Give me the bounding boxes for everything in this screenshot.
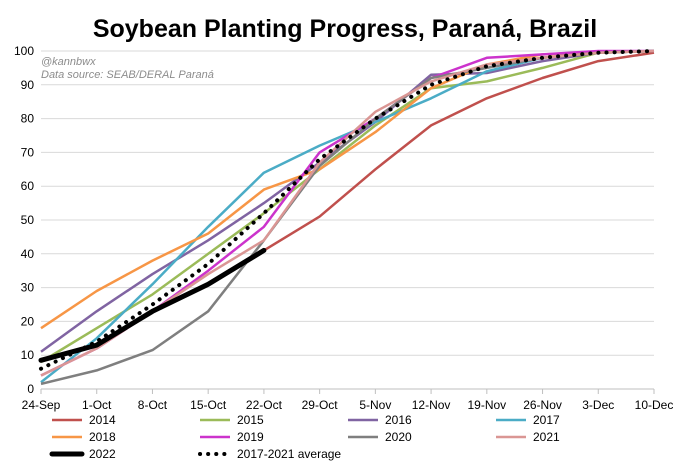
legend: 2014 2015 2016 2017 2018 2019 2020 2021 2022 2017…: [49, 413, 560, 461]
series-line-2017-2021-average: [39, 49, 656, 371]
x-tick-label: 29-Oct: [302, 398, 339, 412]
x-tick-label: 24-Sep: [22, 398, 61, 412]
y-tick-label: 30: [21, 281, 35, 295]
y-tick-label: 90: [21, 78, 35, 92]
y-tick-label: 50: [21, 213, 35, 227]
legend-label: 2019: [237, 430, 264, 444]
x-axis: 24-Sep 1-Oct 8-Oct 15-Oct 22-Oct 29-Oct 5-Nov 1…: [22, 388, 674, 412]
series-line-2017: [40, 49, 655, 384]
author-handle: @kannbwx: [41, 56, 96, 68]
x-tick-label: 19-Nov: [467, 398, 506, 412]
x-tick-label: 8-Oct: [138, 398, 168, 412]
y-tick-label: 10: [21, 348, 35, 362]
legend-label: 2022: [89, 447, 116, 461]
x-tick-label: 26-Nov: [523, 398, 562, 412]
legend-label: 2014: [89, 413, 116, 427]
legend-label: 2016: [385, 413, 412, 427]
y-tick-label: 20: [21, 314, 35, 328]
legend-label: 2021: [533, 430, 560, 444]
x-tick-label: 3-Dec: [582, 398, 614, 412]
legend-label: 2017: [533, 413, 560, 427]
y-tick-label: 40: [21, 247, 35, 261]
legend-label: 2018: [89, 430, 116, 444]
series-lines: [38, 49, 656, 386]
y-tick-label: 70: [21, 145, 35, 159]
legend-label: 2020: [385, 430, 412, 444]
y-axis: 0 10 20 30 40 50 60 70 80 90 100: [14, 44, 34, 396]
x-tick-label: 1-Oct: [82, 398, 112, 412]
legend-label: 2017-2021 average: [237, 447, 341, 461]
y-tick-label: 0: [27, 382, 34, 396]
y-tick-label: 100: [14, 44, 34, 58]
x-tick-label: 12-Nov: [412, 398, 451, 412]
chart-title: Soybean Planting Progress, Paraná, Brazi…: [93, 15, 597, 43]
x-tick-label: 22-Oct: [246, 398, 283, 412]
x-tick-label: 10-Dec: [635, 398, 674, 412]
legend-label: 2015: [237, 413, 264, 427]
data-source-note: Data source: SEAB/DERAL Paraná: [41, 69, 214, 81]
y-tick-label: 60: [21, 179, 35, 193]
series-line-2021: [40, 49, 655, 377]
grid: [41, 50, 654, 390]
series-line-2019: [40, 49, 654, 377]
y-tick-label: 80: [21, 112, 35, 126]
series-line-2014: [263, 51, 655, 252]
series-line-2015: [40, 49, 655, 364]
series-line-2020: [40, 49, 655, 386]
x-tick-label: 5-Nov: [359, 398, 391, 412]
x-tick-label: 15-Oct: [190, 398, 227, 412]
